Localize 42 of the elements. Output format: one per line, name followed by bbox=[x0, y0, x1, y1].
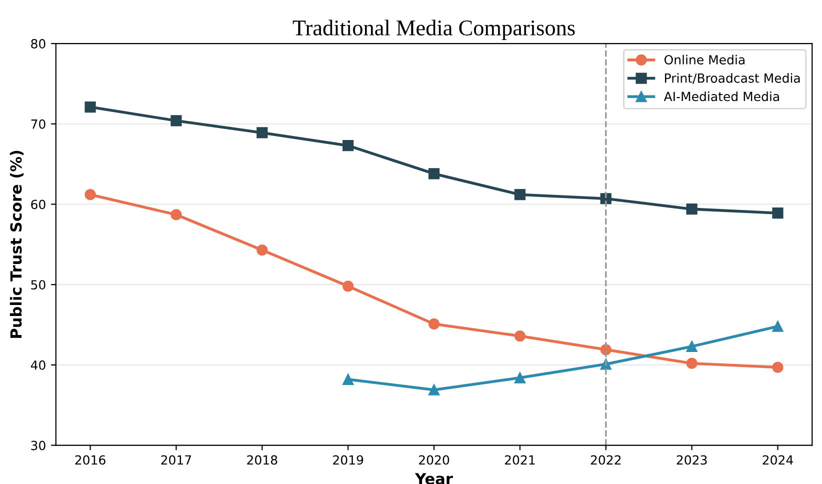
point bbox=[342, 374, 354, 385]
y-axis-title: Public Trust Score (%) bbox=[10, 150, 24, 338]
point bbox=[514, 189, 526, 200]
point bbox=[686, 358, 698, 369]
x-tick-label: 2018 bbox=[247, 455, 278, 465]
legend-label: Print/Broadcast Media bbox=[665, 73, 800, 84]
x-tick-label: 2024 bbox=[762, 455, 793, 465]
chart-title: Traditional Media Comparisons bbox=[292, 20, 575, 40]
x-tick-label: 2023 bbox=[676, 455, 707, 465]
x-tick-label: 2020 bbox=[419, 455, 450, 465]
y-tick-label: 60 bbox=[31, 200, 46, 210]
x-axis-title: Year bbox=[414, 473, 453, 484]
point bbox=[514, 330, 526, 342]
y-tick-label: 40 bbox=[30, 360, 46, 370]
point bbox=[342, 280, 354, 292]
x-tick-label: 2022 bbox=[590, 455, 621, 465]
point bbox=[256, 127, 268, 138]
point bbox=[170, 209, 182, 220]
point bbox=[772, 320, 784, 332]
point bbox=[428, 384, 440, 396]
point bbox=[428, 168, 440, 180]
y-tick-label: 30 bbox=[31, 440, 46, 450]
point bbox=[170, 115, 182, 126]
point bbox=[686, 340, 698, 352]
y-tick-label: 80 bbox=[31, 39, 46, 48]
x-tick-label: 2017 bbox=[161, 455, 192, 465]
legend-label: AI-Mediated Media bbox=[664, 92, 779, 102]
point bbox=[256, 244, 268, 256]
point bbox=[84, 189, 96, 200]
x-tick-label: 2021 bbox=[504, 455, 535, 465]
x-tick-label: 2019 bbox=[333, 455, 364, 465]
y-tick-label: 50 bbox=[31, 280, 46, 290]
point bbox=[514, 372, 526, 384]
y-tick-label: 70 bbox=[31, 119, 46, 129]
point bbox=[342, 140, 354, 152]
point bbox=[686, 204, 698, 215]
point bbox=[772, 362, 784, 373]
point bbox=[772, 208, 784, 219]
point bbox=[428, 318, 440, 330]
legend-label: Online Media bbox=[664, 54, 744, 64]
point bbox=[84, 101, 96, 113]
x-tick-label: 2016 bbox=[75, 455, 106, 465]
